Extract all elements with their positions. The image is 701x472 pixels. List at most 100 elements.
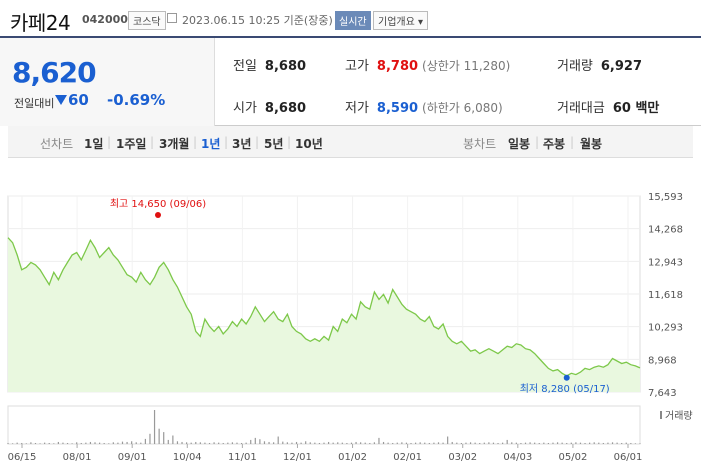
change-label: 전일대비 [14, 97, 55, 110]
volume-bar [259, 439, 261, 444]
candle-weekly[interactable]: 주봉 [543, 137, 566, 151]
volume-bar [163, 432, 165, 444]
price-area [8, 237, 640, 392]
upper-limit: (상한가 11,280) [422, 59, 511, 73]
volume-bar [181, 441, 183, 444]
period-5y[interactable]: 5년 [264, 137, 284, 151]
period-3y[interactable]: 3년 [232, 137, 252, 151]
amount-value: 60 백만 [612, 101, 660, 116]
period-1y[interactable]: 1년 [201, 137, 221, 151]
volume-bar [392, 442, 394, 444]
volume-bar [639, 443, 641, 444]
volume-bar [566, 442, 568, 444]
volume-bar [346, 442, 348, 444]
x-axis-ticks: 06/15 08/01 09/01 10/04 11/01 12/01 01/02 02/01… [8, 444, 642, 463]
volume-bar [378, 437, 380, 444]
volume-bar [318, 442, 321, 444]
volume-bar [634, 443, 637, 444]
x-tick-label: 08/01 [63, 452, 92, 463]
volume-bar [561, 442, 563, 444]
volume-bar [7, 442, 9, 444]
amount: 거래대금 60 백만 [557, 97, 659, 116]
volume-bar [511, 442, 513, 444]
volume-bar [579, 442, 582, 444]
y-tick-label: 15,593 [648, 192, 683, 203]
volume-bar [186, 442, 188, 444]
volume-bar [208, 442, 211, 444]
volume-bar [227, 442, 229, 444]
volume-bar [497, 442, 499, 444]
y-tick-label: 12,943 [648, 257, 683, 268]
volume-bar [442, 442, 444, 444]
volume-bar [80, 442, 82, 444]
x-tick-label: 09/01 [118, 452, 147, 463]
chart-period-bar: 선차트 1일 | 1주일 | 3개월 | 1년 | 3년 | 5년 | 10년 … [8, 126, 693, 158]
volume-bar [236, 442, 238, 444]
volume-bar [190, 442, 192, 444]
volume-bar [30, 442, 32, 444]
volume-bar [153, 410, 156, 444]
volume-bar [213, 442, 215, 444]
volume-bar [451, 441, 453, 444]
volume-bar [428, 442, 430, 444]
volume-bar [488, 442, 490, 444]
period-10y[interactable]: 10년 [295, 137, 323, 151]
volume-bar [11, 443, 14, 444]
volume-bars [7, 410, 641, 444]
volume-bar [382, 441, 385, 444]
volume-legend: 거래량 [665, 410, 693, 422]
volume-bar [547, 442, 550, 444]
volume-bar [611, 442, 614, 444]
volume-bar [575, 442, 577, 444]
change-value: 60 [68, 91, 89, 109]
candle-chart-label: 봉차트 [463, 137, 497, 151]
volume-bar [520, 442, 522, 444]
volume-bar [240, 442, 243, 444]
volume-bar [176, 441, 179, 444]
volume-bar [131, 441, 133, 444]
volume-bar [291, 442, 293, 444]
volume-bar [263, 441, 266, 444]
period-1d[interactable]: 1일 [84, 137, 104, 151]
amount-label: 거래대금 [557, 101, 605, 116]
volume-bar [323, 442, 325, 444]
volume-bar [332, 442, 334, 444]
candle-daily[interactable]: 일봉 [508, 137, 531, 151]
volume-bar [204, 442, 206, 444]
volume-bar [71, 443, 73, 444]
high-label: 고가 [345, 59, 369, 74]
volume-bar [172, 435, 174, 444]
price-chart[interactable]: 15,593 14,268 12,943 11,618 10,293 8,968 7,643… [0, 162, 701, 472]
volume-bar [401, 442, 403, 444]
low-annotation: 최저 8,280 (05/17) [520, 383, 610, 395]
volume-bar [360, 442, 362, 444]
volume-bar [607, 442, 609, 444]
candle-monthly[interactable]: 월봉 [580, 137, 603, 151]
y-tick-label: 7,643 [648, 388, 677, 399]
quote-time: 2023.06.15 10:25 기준(장중) [182, 14, 333, 27]
period-1w[interactable]: 1주일 [116, 137, 147, 151]
volume-bar [231, 442, 234, 444]
low: 저가 8,590 (하한가 6,080) [345, 97, 503, 116]
volume-bar [529, 442, 531, 444]
volume-bar [396, 442, 398, 444]
volume-bar [103, 442, 105, 444]
volume-bar [616, 442, 618, 444]
volume-bar [433, 442, 435, 444]
current-price-panel: 8,620 전일대비 60 -0.69% [0, 38, 215, 126]
volume-bar [62, 442, 64, 444]
x-tick-label: 03/02 [448, 452, 477, 463]
volume-bar [277, 436, 279, 444]
x-tick-label: 04/03 [503, 452, 532, 463]
high-value: 8,780 [376, 59, 419, 74]
period-3m[interactable]: 3개월 [159, 137, 190, 151]
low-value: 8,590 [376, 101, 419, 116]
volume-bar [273, 442, 275, 444]
realtime-button[interactable]: 실시간 [335, 11, 371, 30]
volume-bar [524, 442, 527, 444]
volume-bar [158, 428, 160, 444]
company-info-dropdown[interactable]: 기업개요 ▾ [373, 11, 428, 30]
volume-bar [584, 442, 586, 444]
volume-bar [309, 442, 311, 444]
volume-bar [286, 442, 288, 444]
